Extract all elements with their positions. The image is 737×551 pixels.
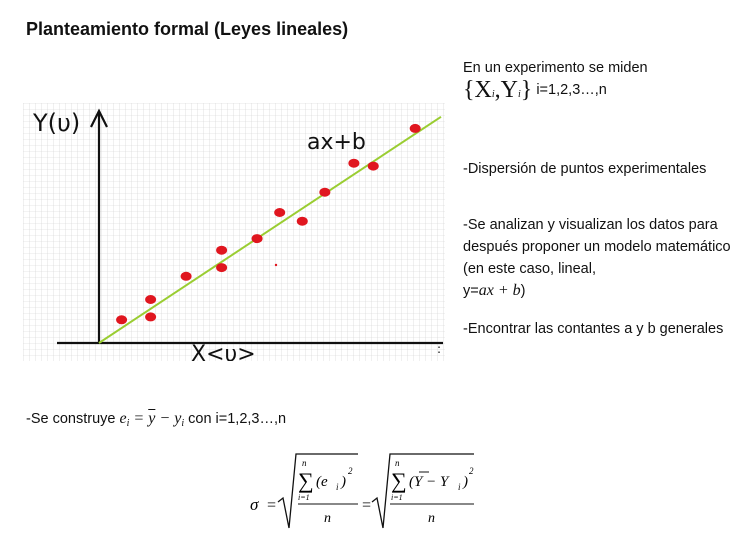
sigma-symbol: σ: [250, 495, 259, 514]
sum-symbol-1: ∑: [298, 468, 314, 493]
data-point: [180, 271, 192, 281]
sub-i-2: i: [517, 89, 521, 100]
paragraph-dispersion: -Dispersión de puntos experimentales: [463, 161, 707, 177]
x-axis-dots: :: [437, 342, 441, 356]
term-2-close: ): [462, 474, 468, 490]
term-1-sub: i: [336, 482, 339, 492]
eq-equals: =: [133, 410, 145, 427]
sum-lower-2: i=1: [391, 493, 403, 502]
y-axis-label: Y(υ): [32, 109, 80, 137]
model-prefix: y=: [463, 283, 479, 299]
term-2-sub: i: [458, 482, 461, 492]
math-y: ,Y: [494, 77, 518, 103]
measurements-text: En un experimento se miden: [463, 60, 648, 76]
denominator-2: n: [428, 511, 435, 526]
data-point: [251, 234, 263, 244]
data-point: [145, 312, 157, 322]
y-axis-arrow: [90, 108, 108, 128]
sum-symbol-2: ∑: [391, 468, 407, 493]
sigma-formula: σ = n ∑ i=1 (e i ) 2 n = n ∑ i=1 (Y − Y …: [250, 453, 474, 529]
grid-background: [23, 103, 445, 361]
index-range: i=1,2,3…,n: [536, 82, 607, 98]
power-2: 2: [469, 466, 474, 476]
error-definition: -Se construye ei = y − yi con i=1,2,3…,n: [26, 410, 286, 429]
data-point: [348, 158, 360, 168]
sum-lower-1: i=1: [298, 493, 310, 502]
eq-sub-i: i: [126, 418, 130, 429]
data-point: [274, 208, 286, 217]
data-point: [216, 263, 228, 273]
model-equation: ax + b: [478, 282, 521, 299]
stray-dot: [274, 263, 278, 267]
data-point: [116, 315, 128, 325]
scatter-plot: : Y(υ) X<υ> ax+b: [23, 103, 445, 361]
eq-ybar: y: [148, 410, 156, 427]
analysis-text: -Se analizan y visualizan los datos para…: [463, 217, 731, 277]
power-1: 2: [348, 466, 353, 476]
data-point: [409, 123, 421, 133]
eq-e: e: [119, 410, 127, 427]
brace-open: {X: [463, 77, 492, 103]
eq-sub-i-2: i: [181, 418, 185, 429]
denominator-1: n: [324, 511, 331, 526]
data-point: [216, 245, 228, 255]
data-point: [367, 161, 379, 171]
data-point: [145, 295, 157, 304]
data-points-layer: [116, 123, 421, 325]
sum-upper-1: n: [302, 458, 307, 468]
data-point: [319, 187, 331, 197]
x-axis-label: X<υ>: [191, 342, 256, 361]
term-1: (e: [316, 474, 328, 490]
sigma-equals-2: =: [361, 497, 372, 514]
construye-suffix: con i=1,2,3…,n: [188, 411, 287, 427]
paragraph-constants: -Encontrar las contantes a y b generales: [463, 321, 724, 337]
fit-line-layer: [98, 115, 442, 344]
sub-i: i: [491, 89, 495, 100]
eq-y: y: [174, 410, 182, 427]
eq-minus: −: [159, 410, 171, 427]
slide-title: Planteamiento formal (Leyes lineales): [26, 19, 349, 39]
sum-upper-2: n: [395, 458, 400, 468]
term-2: (Y − Y: [409, 474, 450, 490]
construye-prefix: -Se construye: [26, 411, 116, 427]
term-1-close: ): [340, 474, 346, 490]
radical-2: [371, 453, 474, 529]
sigma-equals: =: [266, 497, 277, 514]
radical-1: [277, 453, 358, 529]
paragraph-analysis: -Se analizan y visualizan los datos para…: [463, 214, 733, 302]
paragraph-measurements: En un experimento se miden {Xi,Yi} i=1,2…: [463, 57, 733, 106]
fit-line-label: ax+b: [307, 130, 366, 155]
model-close: ): [520, 283, 526, 299]
brace-close: }: [520, 77, 533, 103]
fit-line: [98, 115, 442, 344]
data-point: [296, 216, 308, 226]
